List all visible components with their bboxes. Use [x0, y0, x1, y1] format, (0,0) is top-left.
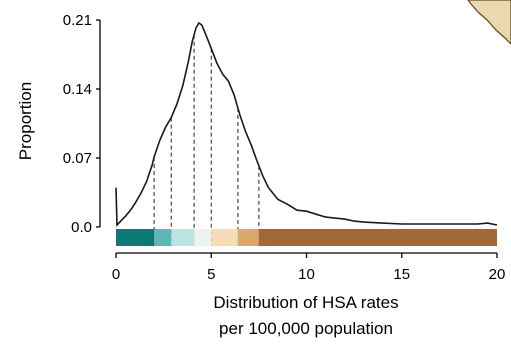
- y-tick-label: 0.07: [63, 150, 92, 167]
- x-tick-label: 10: [298, 266, 315, 283]
- legend-bar-segment: [211, 229, 238, 246]
- legend-bar-segment: [237, 229, 259, 246]
- legend-bar-segment: [258, 229, 497, 246]
- x-axis: 0 5 10 15 20: [112, 252, 506, 283]
- y-axis-title: Proportion: [16, 82, 35, 160]
- y-axis: 0.0 0.07 0.14 0.21: [63, 12, 101, 236]
- x-axis-title-line-2: per 100,000 population: [219, 319, 393, 338]
- y-tick-label: 0.21: [63, 12, 92, 29]
- x-axis-title-line-1: Distribution of HSA rates: [213, 293, 398, 312]
- x-tick-label: 15: [393, 266, 410, 283]
- density-curve: [115, 21, 498, 227]
- color-legend-bar: [116, 229, 497, 246]
- legend-bar-segment: [154, 229, 172, 246]
- x-tick-label: 20: [489, 266, 506, 283]
- break-dashed-lines: [153, 34, 260, 246]
- legend-bar-segment: [194, 229, 212, 246]
- x-tick-label: 5: [207, 266, 215, 283]
- x-tick-label: 0: [112, 266, 120, 283]
- y-tick-label: 0.0: [71, 219, 92, 236]
- map-fragment-decoration: [467, 0, 511, 45]
- y-tick-label: 0.14: [63, 81, 92, 98]
- legend-bar-segment: [171, 229, 195, 246]
- legend-bar-segment: [116, 229, 155, 246]
